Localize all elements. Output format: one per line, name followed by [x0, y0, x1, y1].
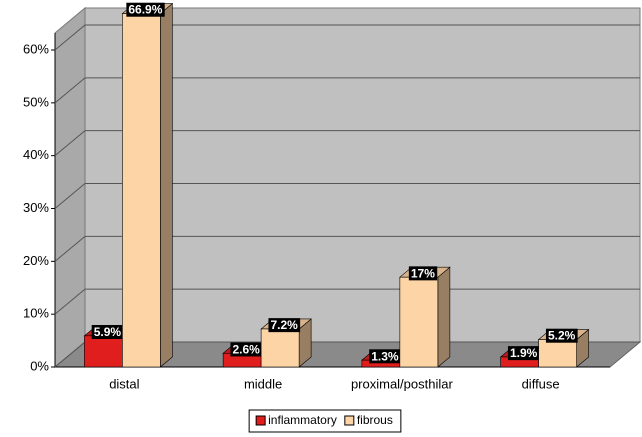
value-label-bg	[268, 318, 301, 333]
y-tick-label: 60%	[23, 41, 49, 56]
value-label: 1.3%	[371, 349, 399, 363]
value-label: 17%	[411, 266, 435, 280]
bar	[538, 339, 577, 368]
bar-side	[160, 2, 173, 368]
bar-side	[437, 266, 451, 368]
value-label-bg	[369, 349, 401, 364]
value-label: 1.9%	[510, 346, 538, 360]
x-tick-label: distal	[109, 376, 139, 391]
legend-swatch	[255, 415, 266, 426]
y-tick-label: 10%	[23, 306, 49, 321]
y-tick-label: 30%	[23, 200, 49, 215]
value-label-bg	[408, 266, 438, 281]
y-tick-label: 20%	[23, 253, 49, 268]
bar	[260, 328, 300, 368]
legend	[248, 409, 402, 433]
grid-line	[54, 130, 86, 157]
y-tick-label: 50%	[23, 94, 49, 109]
bar	[84, 335, 123, 368]
grid-line	[54, 77, 86, 104]
legend-label: fibrous	[357, 413, 393, 427]
value-label-bg	[230, 342, 263, 357]
grid-line	[54, 288, 86, 315]
x-tick-label: proximal/posthilar	[351, 376, 454, 391]
value-label: 5.9%	[94, 325, 122, 339]
legend-swatch	[344, 415, 355, 426]
bar	[122, 13, 161, 368]
value-label-bg	[126, 2, 165, 17]
x-tick-label: diffuse	[522, 376, 560, 391]
value-label: 2.6%	[232, 342, 260, 356]
grid-line	[54, 183, 86, 209]
value-label: 5.2%	[548, 329, 576, 343]
bar	[399, 276, 439, 368]
grid-line	[54, 341, 86, 368]
grid-line	[54, 235, 86, 262]
value-label-bg	[91, 325, 124, 340]
legend-label: inflammatory	[268, 413, 337, 427]
y-tick-label: 0%	[30, 358, 49, 373]
value-label-bg	[545, 328, 578, 343]
grid-line	[54, 24, 86, 51]
value-label: 7.2%	[270, 318, 298, 332]
value-label: 66.9%	[128, 3, 162, 17]
value-label-bg	[507, 346, 540, 361]
x-tick-label: middle	[244, 376, 282, 391]
y-tick-label: 40%	[23, 147, 49, 162]
